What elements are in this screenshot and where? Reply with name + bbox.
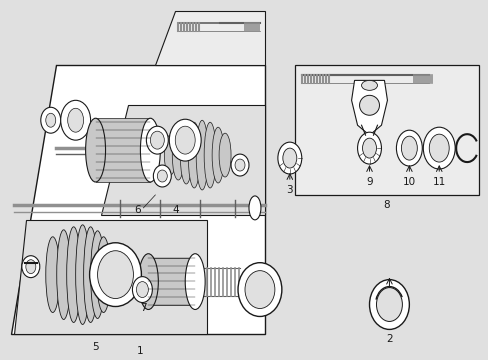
Ellipse shape: [423, 127, 454, 169]
Ellipse shape: [203, 122, 216, 188]
Ellipse shape: [185, 254, 205, 310]
Ellipse shape: [219, 133, 230, 177]
Ellipse shape: [22, 256, 40, 278]
Ellipse shape: [248, 196, 261, 220]
Text: 6: 6: [134, 205, 141, 215]
Ellipse shape: [46, 113, 56, 127]
Text: 10: 10: [402, 177, 415, 187]
Ellipse shape: [361, 80, 377, 90]
Ellipse shape: [41, 107, 61, 133]
Ellipse shape: [76, 225, 89, 324]
Polygon shape: [294, 66, 478, 195]
Ellipse shape: [277, 142, 301, 174]
Ellipse shape: [212, 127, 224, 183]
Text: 4: 4: [172, 205, 178, 215]
Ellipse shape: [26, 260, 36, 274]
Ellipse shape: [428, 134, 448, 162]
Ellipse shape: [89, 243, 141, 306]
Ellipse shape: [150, 131, 164, 149]
Ellipse shape: [369, 280, 408, 329]
Ellipse shape: [164, 135, 176, 175]
Polygon shape: [101, 105, 264, 215]
Ellipse shape: [132, 276, 152, 302]
Ellipse shape: [138, 254, 158, 310]
Polygon shape: [155, 11, 264, 66]
Text: 3: 3: [286, 185, 292, 195]
Polygon shape: [11, 66, 264, 334]
Ellipse shape: [401, 136, 416, 160]
Ellipse shape: [96, 237, 110, 312]
Ellipse shape: [180, 126, 192, 184]
Ellipse shape: [57, 230, 71, 319]
Ellipse shape: [169, 119, 201, 161]
Text: 2: 2: [386, 334, 392, 345]
Ellipse shape: [396, 130, 422, 166]
Ellipse shape: [238, 263, 281, 316]
Ellipse shape: [46, 237, 60, 312]
Text: 9: 9: [366, 177, 372, 187]
Ellipse shape: [61, 100, 90, 140]
Ellipse shape: [359, 95, 379, 115]
Ellipse shape: [90, 231, 104, 319]
Ellipse shape: [98, 251, 133, 298]
Polygon shape: [351, 80, 386, 135]
Ellipse shape: [67, 108, 83, 132]
Ellipse shape: [172, 130, 184, 180]
Ellipse shape: [146, 126, 168, 154]
Ellipse shape: [66, 227, 81, 323]
Ellipse shape: [230, 154, 248, 176]
Text: 8: 8: [383, 200, 389, 210]
Ellipse shape: [357, 132, 381, 164]
Polygon shape: [95, 118, 150, 182]
Ellipse shape: [140, 118, 160, 182]
Text: 1: 1: [137, 346, 143, 356]
Ellipse shape: [83, 227, 98, 323]
Text: 11: 11: [432, 177, 445, 187]
Text: 5: 5: [92, 342, 99, 352]
Ellipse shape: [85, 118, 105, 182]
Ellipse shape: [244, 271, 274, 309]
Ellipse shape: [376, 288, 402, 321]
Polygon shape: [148, 258, 195, 305]
Ellipse shape: [282, 148, 296, 168]
Ellipse shape: [153, 165, 171, 187]
Ellipse shape: [196, 120, 208, 190]
Ellipse shape: [157, 170, 167, 182]
Ellipse shape: [136, 282, 148, 298]
Ellipse shape: [188, 122, 200, 188]
Polygon shape: [14, 220, 207, 334]
Ellipse shape: [235, 159, 244, 171]
Ellipse shape: [362, 138, 376, 158]
Text: 7: 7: [140, 302, 146, 312]
Ellipse shape: [175, 126, 195, 154]
